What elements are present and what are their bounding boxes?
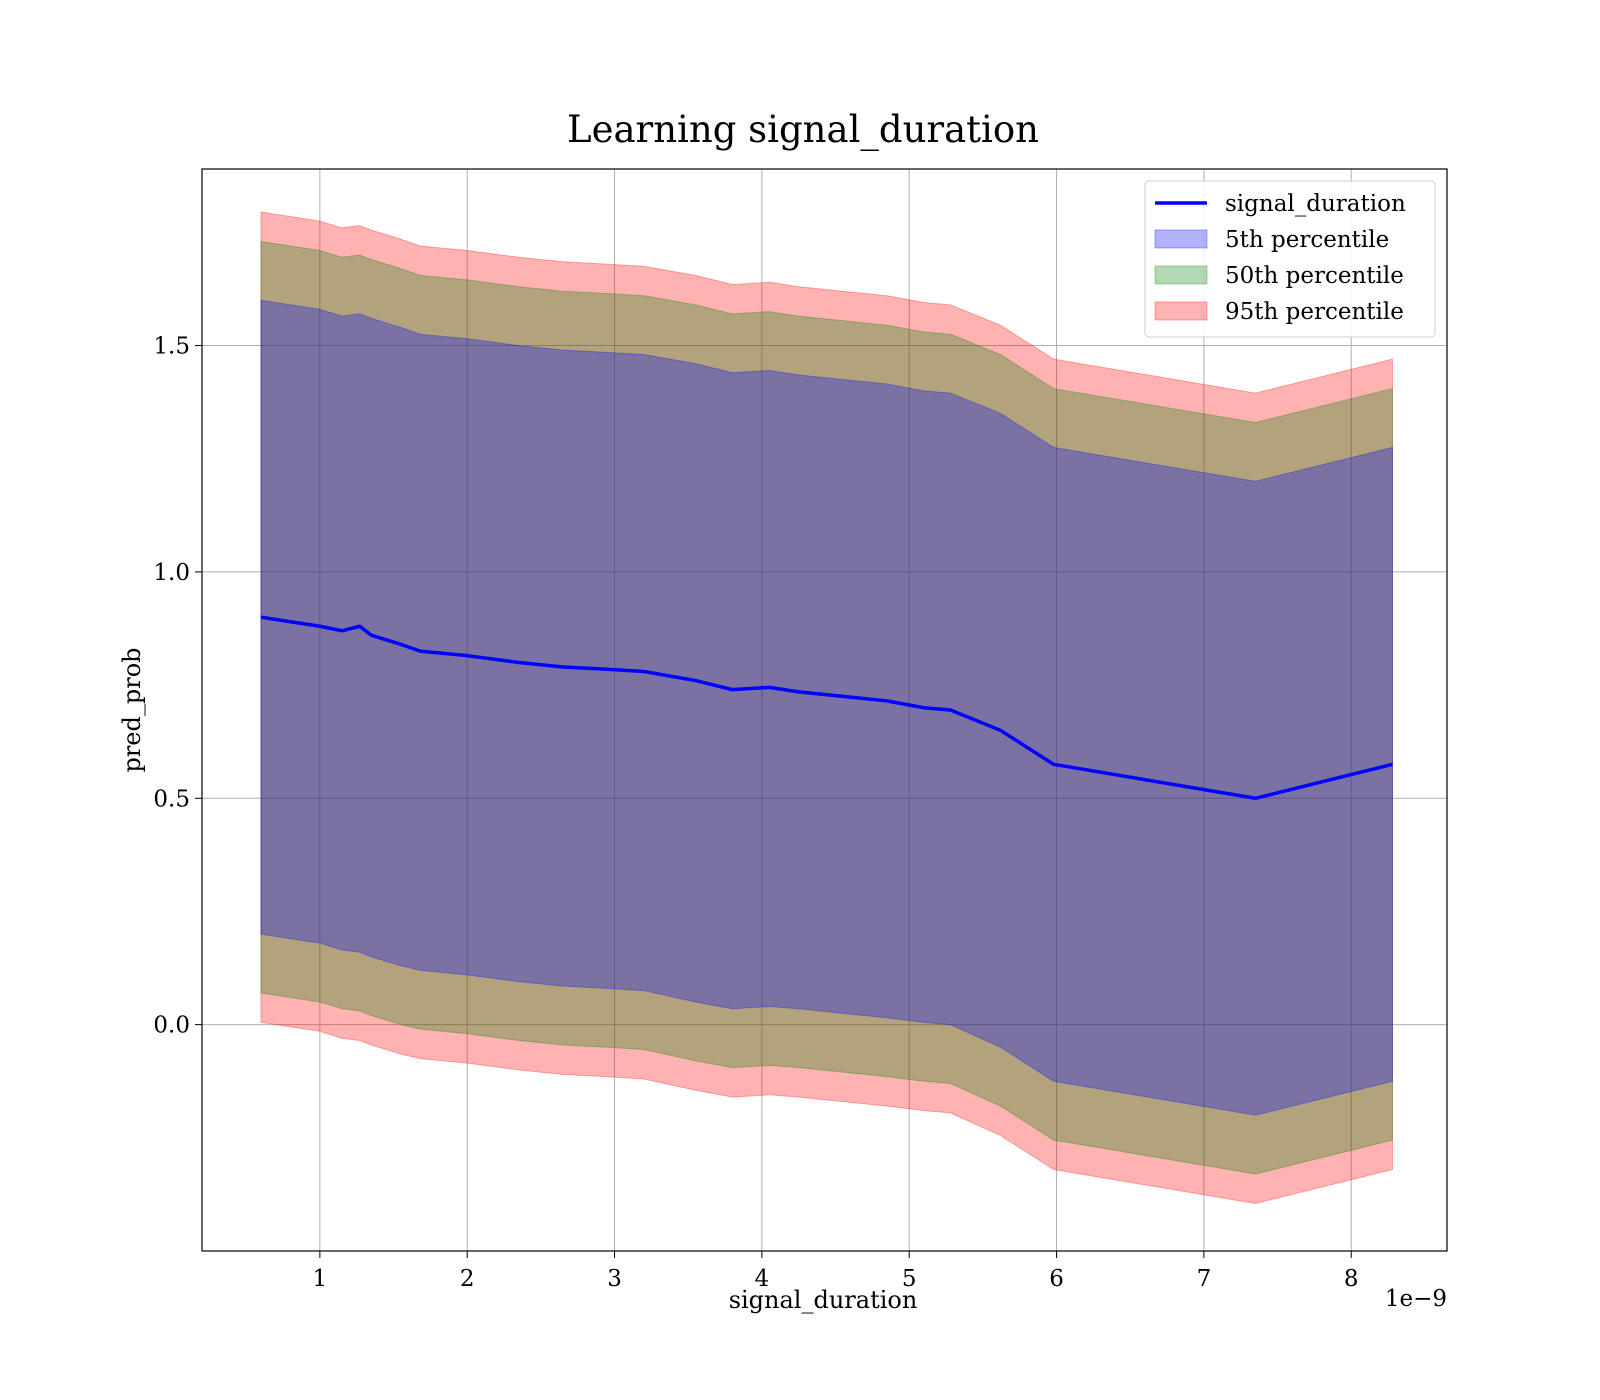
y-tick-label-2: 1.0 xyxy=(153,560,190,586)
band-95th-percentile xyxy=(260,211,1393,1204)
y-tick-label-0: 0.0 xyxy=(153,1013,190,1039)
series-line-signal_duration xyxy=(260,615,1393,801)
legend: signal_duration 5th percentile 50th percen… xyxy=(1144,180,1436,338)
chart-title: Learning signal_duration xyxy=(567,108,1039,152)
x-tick-label-4: 5 xyxy=(902,1266,917,1292)
legend-swatch-3 xyxy=(1154,301,1208,321)
y-axis-ticks: 0.0 0.5 1.0 1.5 xyxy=(153,334,202,1039)
legend-label-1: 5th percentile xyxy=(1225,227,1389,253)
y-axis-label: pred_prob xyxy=(118,647,146,772)
legend-swatch-1 xyxy=(1154,229,1208,249)
x-tick-label-5: 6 xyxy=(1049,1266,1064,1292)
x-tick-label-7: 8 xyxy=(1344,1266,1359,1292)
band-5th-percentile xyxy=(260,299,1393,1116)
x-axis-label: signal_duration xyxy=(729,1286,918,1314)
y-tick-label-3: 1.5 xyxy=(153,334,190,360)
x-tick-label-3: 4 xyxy=(755,1266,770,1292)
legend-box xyxy=(1144,180,1436,338)
legend-label-3: 95th percentile xyxy=(1225,299,1404,325)
plot-area-frame xyxy=(201,168,1448,1252)
x-axis-offset-text: 1e−9 xyxy=(1385,1286,1447,1312)
grid-lines xyxy=(202,169,1447,1251)
legend-label-2: 50th percentile xyxy=(1225,263,1404,289)
band-50th-percentile xyxy=(260,240,1393,1175)
y-tick-label-1: 0.5 xyxy=(153,786,190,812)
x-tick-label-0: 1 xyxy=(313,1266,328,1292)
series-lines xyxy=(260,615,1393,801)
x-tick-label-6: 7 xyxy=(1197,1266,1212,1292)
percentile-bands xyxy=(260,211,1393,1204)
x-axis-ticks: 1 2 3 4 5 6 7 8 xyxy=(313,1251,1359,1292)
x-tick-label-1: 2 xyxy=(460,1266,475,1292)
legend-label-0: signal_duration xyxy=(1225,191,1406,217)
legend-swatch-2 xyxy=(1154,265,1208,285)
x-tick-label-2: 3 xyxy=(607,1266,622,1292)
